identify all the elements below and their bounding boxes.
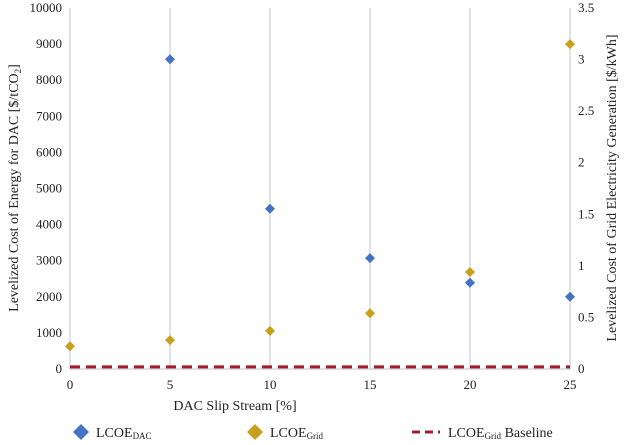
y-right-tick-label: 0.5 — [578, 309, 594, 324]
y-left-tick-label: 4000 — [36, 217, 62, 232]
legend-item-lcoe-grid: LCOEGrid — [247, 424, 324, 441]
data-point — [65, 341, 75, 352]
data-point — [165, 335, 175, 346]
data-point — [365, 308, 375, 319]
y-left-tick-label: 7000 — [36, 108, 62, 123]
data-point — [565, 39, 575, 50]
y-left-tick-label: 8000 — [36, 72, 62, 87]
y-left-tick-label: 1000 — [36, 325, 62, 340]
legend-label-suffix: Baseline — [501, 426, 553, 441]
legend-label-sub: Grid — [485, 431, 502, 441]
data-point — [365, 253, 375, 264]
legend-item-lcoe-dac: LCOEDAC — [73, 424, 152, 441]
x-tick-label: 0 — [67, 377, 74, 392]
legend-label: LCOE — [448, 426, 485, 441]
legend-label-sub: DAC — [133, 431, 152, 441]
y-right-tick-label: 3.5 — [578, 0, 594, 15]
y-left-tick-label: 6000 — [36, 144, 62, 159]
legend: LCOEDAC LCOEGrid LCOEGrid Baseline — [73, 424, 553, 441]
svg-text:LCOEGrid: LCOEGrid — [270, 426, 324, 441]
series-lcoe-dac — [165, 54, 575, 302]
legend-label: LCOE — [270, 426, 307, 441]
grid-lines — [69, 8, 571, 369]
y-right-tick-label: 1.5 — [578, 206, 594, 221]
svg-text:LCOEGrid Baseline: LCOEGrid Baseline — [448, 426, 553, 441]
y-left-tick-label: 10000 — [30, 0, 63, 15]
y-left-tick-label: 0 — [56, 361, 63, 376]
right-axis-title: Levelized Cost of Grid Electricity Gener… — [605, 34, 620, 341]
y-right-tick-label: 0 — [578, 361, 585, 376]
svg-text:LCOEDAC: LCOEDAC — [96, 426, 152, 441]
x-tick-label: 20 — [464, 377, 477, 392]
y-right-tick-label: 3 — [578, 52, 585, 67]
y-left-tick-label: 2000 — [36, 289, 62, 304]
x-tick-label: 10 — [264, 377, 277, 392]
data-point — [265, 325, 275, 336]
x-tick-label: 15 — [364, 377, 377, 392]
x-axis-ticks: 0 5 10 15 20 25 — [67, 377, 577, 392]
data-point — [565, 291, 575, 302]
legend-label-sub: Grid — [307, 431, 324, 441]
y-left-tick-label: 9000 — [36, 36, 62, 51]
data-point — [465, 267, 475, 278]
y-right-tick-label: 2.5 — [578, 103, 594, 118]
data-point — [165, 54, 175, 65]
left-axis-ticks: 0 1000 2000 3000 4000 5000 6000 7000 8000 9000 100… — [30, 0, 63, 376]
x-tick-label: 5 — [167, 377, 174, 392]
legend-label: LCOE — [96, 426, 133, 441]
legend-marker-diamond-gold — [247, 424, 263, 440]
legend-item-lcoe-grid-baseline: LCOEGrid Baseline — [412, 426, 553, 441]
y-left-tick-label: 3000 — [36, 253, 62, 268]
legend-marker-diamond-blue — [73, 424, 89, 440]
right-axis-ticks: 0 0.5 1 1.5 2 2.5 3 3.5 — [578, 0, 594, 376]
data-point — [465, 277, 475, 288]
left-axis-title: Levelized Cost of Energy for DAC [$/tCO2… — [7, 64, 23, 312]
series-lcoe-grid — [65, 39, 575, 352]
y-right-tick-label: 2 — [578, 155, 585, 170]
x-tick-label: 25 — [564, 377, 577, 392]
data-point — [265, 203, 275, 214]
y-left-tick-label: 5000 — [36, 181, 62, 196]
y-right-tick-label: 1 — [578, 258, 585, 273]
x-axis-title: DAC Slip Stream [%] — [173, 399, 296, 414]
